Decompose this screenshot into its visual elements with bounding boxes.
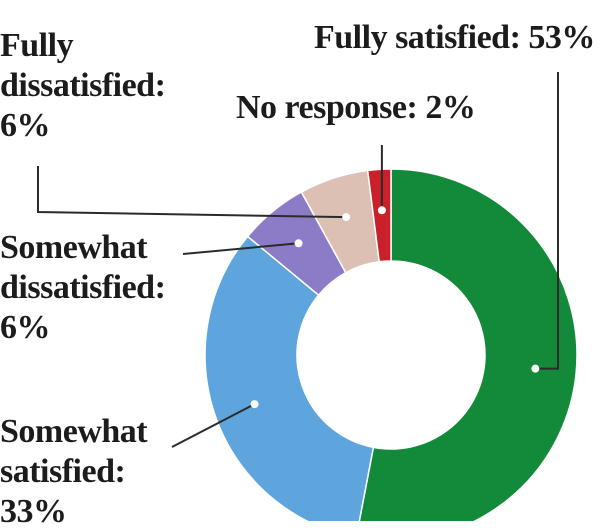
leader-lines <box>37 72 559 448</box>
label-fully-satisfied: Fully satisfied: 53% <box>314 19 595 56</box>
leader-somewhat-satisfied <box>171 403 256 448</box>
slice-somewhat-satisfied <box>204 235 375 521</box>
leader-fully-dissatisfied <box>37 166 347 219</box>
leader-fully-satisfied <box>535 72 559 370</box>
label-somewhat-dissatisfied: Somewhat dissatisfied: 6% <box>0 229 166 346</box>
label-somewhat-satisfied: Somewhat satisfied: 33% <box>0 413 148 530</box>
leader-somewhat-dissatisfied <box>182 242 299 255</box>
label-no-response: No response: 2% <box>236 89 476 126</box>
slice-no-response <box>366 168 392 263</box>
label-fully-dissatisfied: Fully dissatisfied: 6% <box>0 27 166 144</box>
anchor-dot-fully-dissatisfied <box>342 213 351 222</box>
donut-slices <box>204 168 578 521</box>
donut-chart <box>37 72 578 521</box>
anchor-dot-no-response <box>377 206 386 215</box>
anchor-dot-fully-satisfied <box>531 364 540 373</box>
slice-fully-satisfied <box>358 168 578 521</box>
anchor-dot-somewhat-satisfied <box>250 400 259 409</box>
anchor-dot-somewhat-dissatisfied <box>294 239 303 248</box>
